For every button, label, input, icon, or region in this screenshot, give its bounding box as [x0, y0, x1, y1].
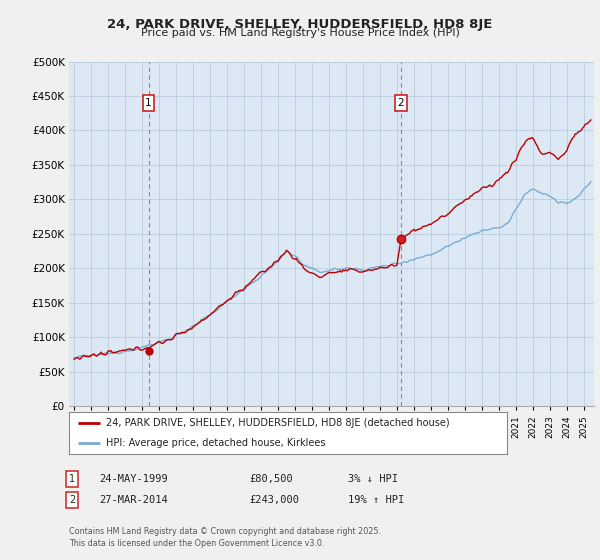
Text: 24-MAY-1999: 24-MAY-1999 [99, 474, 168, 484]
Text: Price paid vs. HM Land Registry's House Price Index (HPI): Price paid vs. HM Land Registry's House … [140, 28, 460, 38]
Text: 1: 1 [145, 98, 152, 108]
Text: 3% ↓ HPI: 3% ↓ HPI [348, 474, 398, 484]
Text: £80,500: £80,500 [249, 474, 293, 484]
Text: £243,000: £243,000 [249, 495, 299, 505]
Text: HPI: Average price, detached house, Kirklees: HPI: Average price, detached house, Kirk… [106, 438, 326, 448]
Text: 24, PARK DRIVE, SHELLEY, HUDDERSFIELD, HD8 8JE (detached house): 24, PARK DRIVE, SHELLEY, HUDDERSFIELD, H… [106, 418, 450, 428]
Text: 2: 2 [398, 98, 404, 108]
Text: 27-MAR-2014: 27-MAR-2014 [99, 495, 168, 505]
Text: Contains HM Land Registry data © Crown copyright and database right 2025.
This d: Contains HM Land Registry data © Crown c… [69, 527, 381, 548]
Text: 19% ↑ HPI: 19% ↑ HPI [348, 495, 404, 505]
Text: 24, PARK DRIVE, SHELLEY, HUDDERSFIELD, HD8 8JE: 24, PARK DRIVE, SHELLEY, HUDDERSFIELD, H… [107, 18, 493, 31]
Text: 1: 1 [69, 474, 75, 484]
Text: 2: 2 [69, 495, 75, 505]
